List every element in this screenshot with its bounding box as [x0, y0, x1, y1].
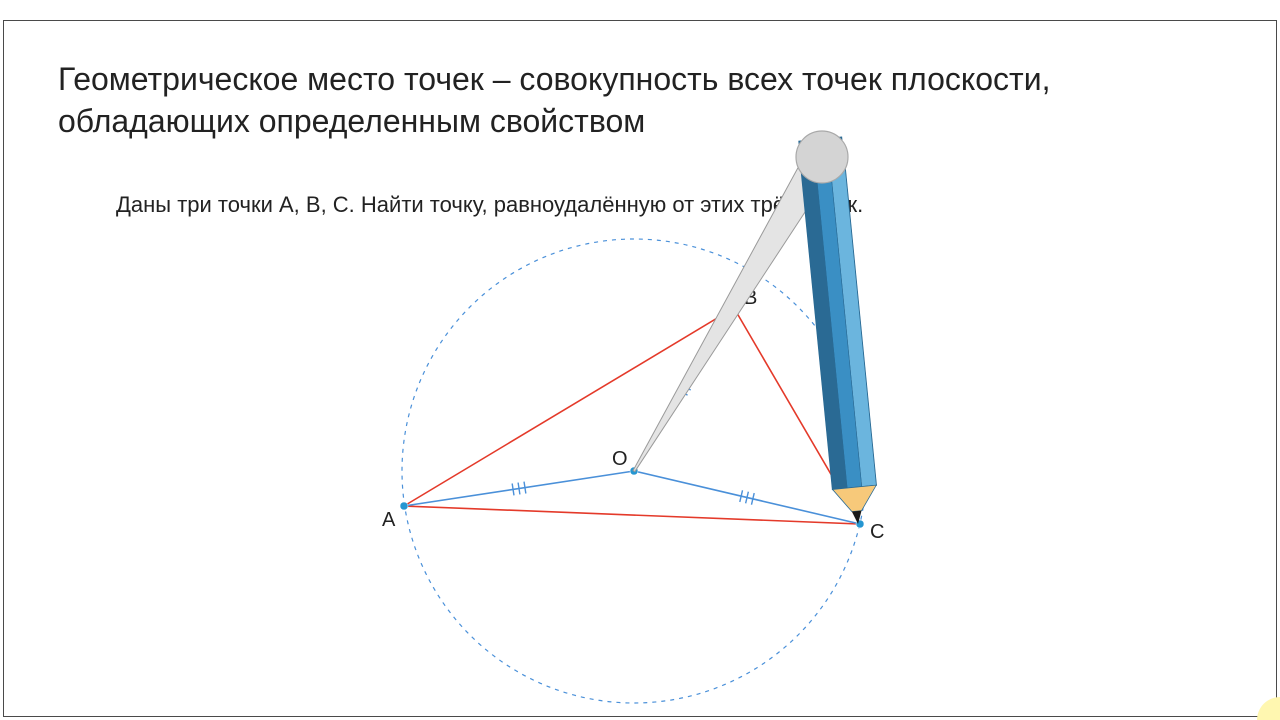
- compass-hinge: [796, 131, 848, 183]
- point-A: [400, 502, 408, 510]
- label-O: O: [612, 448, 628, 470]
- label-C: C: [870, 521, 884, 543]
- geometry-diagram: OABC: [0, 0, 1280, 720]
- label-A: A: [382, 509, 396, 531]
- compass-pencil-wood: [833, 485, 877, 511]
